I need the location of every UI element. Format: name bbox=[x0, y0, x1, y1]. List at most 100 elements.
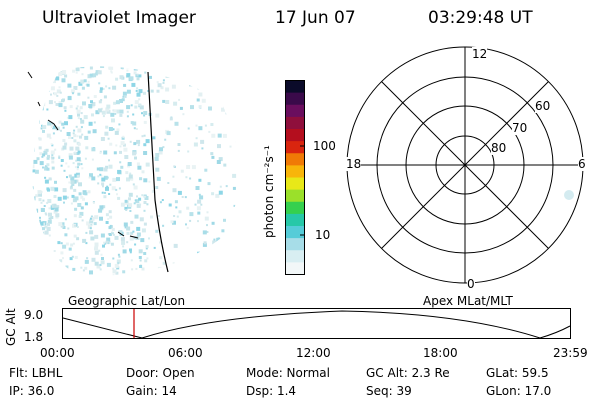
speckle bbox=[109, 224, 112, 227]
speckle bbox=[74, 224, 77, 227]
speckle bbox=[64, 109, 67, 112]
speckle bbox=[146, 203, 149, 206]
speckle bbox=[217, 133, 222, 138]
speckle bbox=[38, 278, 40, 280]
speckle bbox=[39, 152, 43, 156]
speckle bbox=[100, 66, 105, 68]
speckle bbox=[50, 150, 55, 155]
speckle bbox=[101, 257, 104, 260]
speckle bbox=[48, 207, 51, 210]
speckle bbox=[80, 163, 83, 166]
speckle bbox=[145, 162, 150, 167]
speckle bbox=[20, 189, 24, 193]
speckle bbox=[225, 110, 230, 115]
speckle bbox=[101, 107, 103, 110]
speckle bbox=[134, 156, 137, 160]
speckle bbox=[200, 139, 205, 144]
speckle bbox=[128, 192, 133, 197]
speckle bbox=[62, 195, 67, 200]
speckle bbox=[179, 106, 183, 110]
speckle bbox=[54, 101, 56, 104]
speckle bbox=[113, 109, 117, 113]
x-tick-1200: 12:00 bbox=[296, 346, 331, 360]
speckle bbox=[125, 209, 128, 211]
speckle bbox=[69, 146, 74, 151]
speckle bbox=[39, 61, 42, 64]
speckle bbox=[52, 156, 55, 159]
speckle bbox=[94, 250, 99, 255]
speckle bbox=[87, 96, 90, 99]
speckle bbox=[87, 74, 92, 79]
speckle bbox=[55, 103, 59, 106]
speckle bbox=[41, 279, 45, 280]
speckle bbox=[115, 188, 118, 191]
speckle bbox=[138, 249, 143, 254]
speckle bbox=[29, 253, 31, 255]
speckle bbox=[69, 105, 73, 109]
speckle bbox=[136, 77, 140, 81]
speckle bbox=[48, 177, 52, 181]
speckle bbox=[25, 81, 29, 85]
speckle bbox=[60, 222, 65, 227]
speckle bbox=[105, 165, 109, 169]
speckle bbox=[89, 217, 92, 220]
speckle bbox=[41, 79, 46, 84]
speckle bbox=[99, 263, 102, 266]
speckle bbox=[44, 212, 47, 215]
speckle bbox=[50, 255, 55, 260]
speckle bbox=[198, 105, 202, 109]
speckle bbox=[46, 88, 50, 92]
speckle bbox=[145, 247, 148, 250]
coast-fragment bbox=[117, 231, 139, 239]
info-glon: GLon: 17.0 bbox=[486, 384, 552, 398]
speckle bbox=[37, 268, 41, 272]
speckle bbox=[70, 202, 73, 205]
speckle bbox=[134, 243, 137, 246]
speckle bbox=[197, 211, 201, 215]
speckle bbox=[106, 109, 111, 114]
speckle bbox=[167, 182, 170, 184]
speckle bbox=[72, 223, 76, 228]
speckle bbox=[233, 98, 238, 103]
speckle bbox=[62, 226, 66, 229]
speckle bbox=[46, 227, 51, 231]
speckle bbox=[219, 185, 222, 188]
speckle bbox=[136, 203, 141, 208]
speckle bbox=[77, 162, 81, 166]
speckle bbox=[58, 264, 61, 267]
speckle bbox=[136, 66, 141, 68]
speckle bbox=[68, 136, 71, 139]
info-ip: IP: 36.0 bbox=[9, 384, 55, 398]
speckle bbox=[199, 195, 204, 200]
speckle bbox=[105, 125, 109, 129]
speckle bbox=[138, 197, 142, 201]
speckle bbox=[62, 139, 66, 142]
colorbar-band bbox=[286, 262, 304, 275]
speckle bbox=[55, 213, 60, 218]
speckle bbox=[243, 249, 247, 253]
speckle bbox=[56, 94, 59, 97]
speckle bbox=[68, 247, 72, 251]
speckle bbox=[155, 167, 160, 172]
speckle bbox=[76, 135, 79, 138]
speckle bbox=[75, 159, 78, 162]
speckle bbox=[114, 235, 119, 240]
speckle bbox=[54, 260, 58, 265]
speckle bbox=[84, 157, 87, 160]
speckle bbox=[228, 236, 232, 240]
coast-fragment bbox=[27, 71, 33, 79]
speckle bbox=[97, 108, 102, 113]
speckle bbox=[38, 108, 41, 111]
speckle bbox=[105, 85, 108, 88]
speckle bbox=[26, 251, 29, 254]
speckle bbox=[54, 92, 57, 96]
speckle bbox=[245, 138, 248, 141]
speckle bbox=[101, 177, 106, 182]
speckle bbox=[172, 175, 175, 178]
speckle bbox=[110, 70, 113, 73]
colorbar-unit-label: photon cm⁻²s⁻¹ bbox=[262, 145, 276, 238]
speckle bbox=[86, 221, 91, 226]
speckle bbox=[81, 219, 84, 222]
speckle bbox=[223, 163, 227, 167]
speckle bbox=[49, 218, 52, 221]
